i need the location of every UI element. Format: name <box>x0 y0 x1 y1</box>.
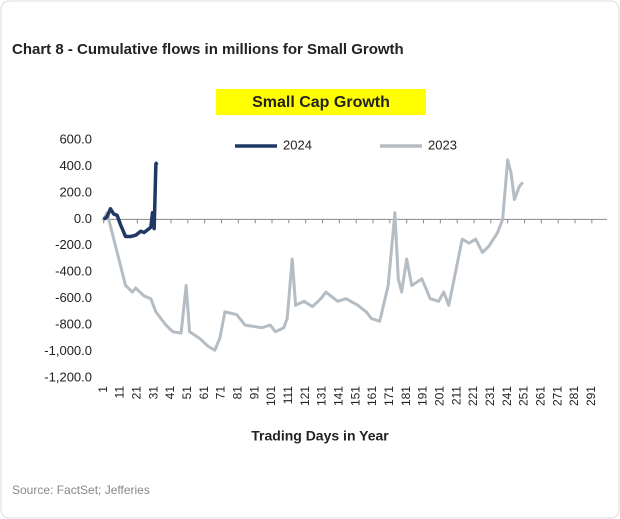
x-tick-label: 231 <box>483 386 497 406</box>
legend-label: 2024 <box>283 137 312 152</box>
x-tick-label: 291 <box>584 386 598 406</box>
y-tick-label: -1,000.0 <box>44 343 92 358</box>
legend-label: 2023 <box>428 137 457 152</box>
x-tick-label: 111 <box>281 386 295 405</box>
series-line <box>102 158 524 352</box>
y-tick-label: 400.0 <box>59 158 92 173</box>
x-tick-label: 21 <box>130 386 144 400</box>
y-tick-label: 0.0 <box>74 211 92 226</box>
x-tick-label: 61 <box>197 386 211 400</box>
x-tick-label: 171 <box>382 386 396 406</box>
x-tick-label: 1 <box>96 386 110 393</box>
x-tick-label: 181 <box>399 386 413 406</box>
x-tick-label: 251 <box>517 386 531 406</box>
x-tick-label: 141 <box>332 386 346 406</box>
y-tick-label: 200.0 <box>59 184 92 199</box>
x-tick-label: 101 <box>264 386 278 406</box>
x-tick-label: 71 <box>214 386 228 400</box>
y-tick-label: -1,200.0 <box>44 369 92 384</box>
x-tick-label: 121 <box>298 386 312 406</box>
x-tick-label: 91 <box>247 386 261 400</box>
y-tick-label: -400.0 <box>55 264 92 279</box>
x-tick-label: 281 <box>567 386 581 406</box>
series-line <box>102 161 159 239</box>
x-tick-label: 51 <box>180 386 194 400</box>
x-tick-label: 191 <box>416 386 430 406</box>
x-tick-label: 271 <box>550 386 564 406</box>
x-tick-label: 151 <box>348 386 362 406</box>
y-tick-label: -600.0 <box>55 290 92 305</box>
source: Source: FactSet; Jefferies <box>12 483 150 497</box>
x-tick-label: 221 <box>466 386 480 406</box>
x-tick-label: 201 <box>433 386 447 406</box>
x-tick-label: 11 <box>113 386 127 399</box>
x-tick-label: 81 <box>231 386 245 400</box>
x-axis-title: Trading Days in Year <box>251 428 389 444</box>
x-tick-label: 131 <box>315 386 329 406</box>
subtitle-box <box>216 89 426 115</box>
y-tick-label: -800.0 <box>55 317 92 332</box>
y-tick-label: 600.0 <box>59 131 92 146</box>
x-tick-label: 41 <box>163 386 177 400</box>
x-tick-label: 161 <box>365 386 379 406</box>
y-tick-label: -200.0 <box>55 237 92 252</box>
x-tick-label: 211 <box>449 386 463 405</box>
x-tick-label: 31 <box>146 386 160 400</box>
x-tick-label: 261 <box>534 386 548 406</box>
chart-title: Chart 8 - Cumulative flows in millions f… <box>12 41 404 58</box>
subtitle: Small Cap Growth <box>252 94 390 111</box>
x-tick-label: 241 <box>500 386 514 406</box>
